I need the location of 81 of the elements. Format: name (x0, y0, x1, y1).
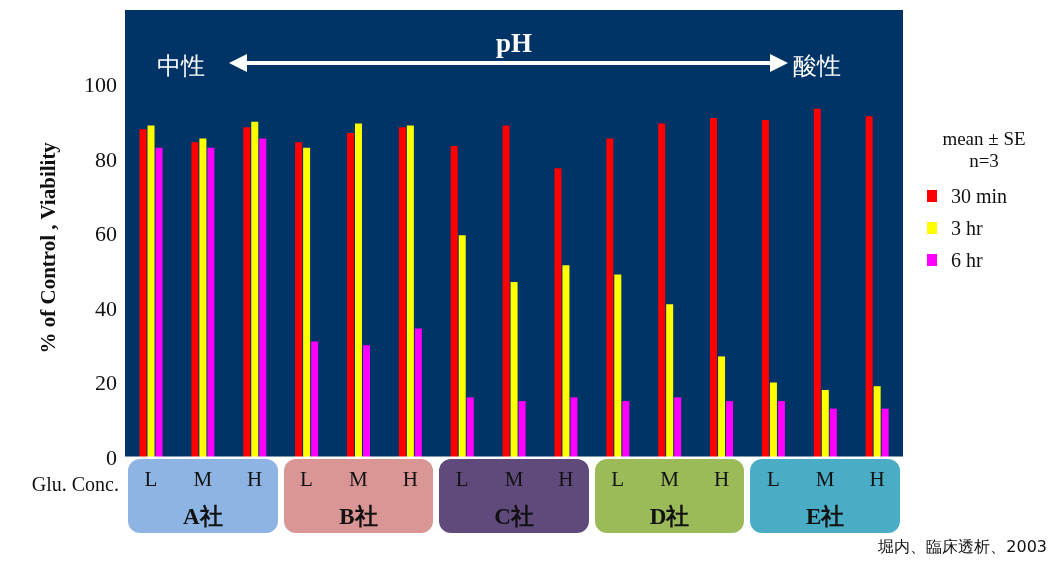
bar (354, 123, 362, 457)
bar (311, 341, 319, 457)
bar (406, 125, 414, 457)
bar (510, 281, 518, 457)
bar (658, 123, 666, 457)
bar (191, 142, 199, 457)
legend-label: 6 hr (951, 248, 983, 272)
y-tick-label: 60 (95, 221, 117, 247)
legend-label: 30 min (951, 184, 1008, 208)
y-tick-label: 80 (95, 146, 117, 172)
bar (821, 389, 829, 457)
text: A社 (182, 503, 224, 531)
bar (243, 127, 251, 457)
bar (674, 397, 682, 457)
bar (251, 121, 259, 457)
x-tick-label: M (504, 466, 524, 491)
text: E社 (805, 503, 846, 531)
bar (873, 386, 881, 457)
bar (829, 408, 837, 457)
legend-label: 3 hr (951, 216, 983, 240)
bar (139, 129, 147, 457)
x-tick-label: H (558, 466, 574, 491)
bar (295, 142, 303, 457)
bar (518, 401, 526, 457)
x-tick-label: L (455, 466, 469, 491)
x-tick-label: L (766, 466, 780, 491)
text: B社 (338, 503, 379, 531)
x-tick-label: M (660, 466, 680, 491)
bar (362, 345, 370, 457)
bar (414, 328, 422, 457)
y-axis-title: % of Control , Viability (36, 141, 61, 354)
bar (450, 145, 458, 457)
bar (777, 401, 785, 457)
bar (199, 138, 207, 457)
bar (726, 401, 734, 457)
x-tick-label: H (713, 466, 730, 491)
x-tick-label: L (300, 466, 313, 491)
bar (606, 138, 614, 457)
text: D社 (648, 503, 691, 531)
x-tick-label: M (815, 466, 835, 491)
text: C社 (493, 503, 535, 531)
y-tick-label: 100 (84, 72, 117, 98)
bar (147, 125, 155, 457)
x-tick-label: L (611, 466, 625, 491)
bar (346, 132, 354, 457)
x-tick-label: H (247, 466, 263, 491)
bar (614, 274, 622, 457)
annotation: 中性 (157, 52, 205, 81)
legend-title: mean ± SE n=3 (941, 128, 1027, 172)
annotation: pH (495, 28, 533, 59)
x-tick-label: M (193, 466, 213, 491)
y-tick-label: 20 (95, 370, 117, 396)
x-tick-label: L (144, 466, 158, 491)
bar (666, 304, 674, 457)
y-tick-label: 40 (95, 295, 117, 321)
x-tick-label: M (349, 466, 369, 491)
bar (769, 382, 777, 457)
bar (207, 147, 215, 457)
text: Glu. Conc. (30, 473, 119, 496)
bar (881, 408, 889, 457)
bar (562, 265, 570, 457)
bar (303, 147, 311, 457)
bar (466, 397, 474, 457)
bar (554, 168, 562, 457)
y-tick-label: 0 (106, 444, 117, 470)
annotation: 酸性 (793, 52, 841, 81)
x-tick-label: H (402, 466, 418, 491)
bar (718, 356, 726, 457)
bar (865, 116, 873, 457)
bar (813, 108, 821, 457)
bar (155, 147, 163, 457)
bar (710, 118, 718, 457)
bar (259, 138, 267, 457)
bar (398, 127, 406, 457)
bar (570, 397, 578, 457)
text: 堀内、臨床透析、2003 (878, 537, 1047, 558)
bar (502, 125, 510, 457)
bar (761, 119, 769, 457)
bar (622, 401, 630, 457)
bar (458, 235, 466, 457)
x-tick-label: H (869, 466, 885, 491)
